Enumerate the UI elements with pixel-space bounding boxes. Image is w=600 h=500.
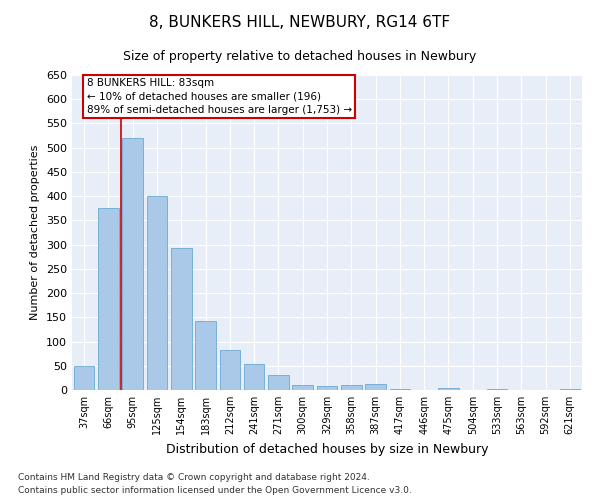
Bar (98, 208, 119, 390)
Bar (317, 386, 337, 390)
Bar (560, 388, 580, 390)
Bar (122, 138, 143, 390)
Text: 8, BUNKERS HILL, NEWBURY, RG14 6TF: 8, BUNKERS HILL, NEWBURY, RG14 6TF (149, 15, 451, 30)
Bar (389, 389, 410, 390)
Bar (268, 376, 289, 390)
Text: Contains HM Land Registry data © Crown copyright and database right 2024.: Contains HM Land Registry data © Crown c… (18, 474, 370, 482)
Bar (220, 350, 240, 390)
Bar (292, 385, 313, 390)
Bar (146, 196, 167, 390)
Text: 8 BUNKERS HILL: 83sqm
← 10% of detached houses are smaller (196)
89% of semi-det: 8 BUNKERS HILL: 83sqm ← 10% of detached … (86, 78, 352, 115)
Bar (244, 364, 265, 390)
Bar (171, 248, 191, 390)
Bar (74, 366, 94, 390)
Text: Size of property relative to detached houses in Newbury: Size of property relative to detached ho… (124, 50, 476, 63)
Y-axis label: Number of detached properties: Number of detached properties (31, 145, 40, 320)
Bar (195, 320, 216, 390)
X-axis label: Distribution of detached houses by size in Newbury: Distribution of detached houses by size … (166, 442, 488, 456)
Bar (487, 388, 508, 390)
Text: Contains public sector information licensed under the Open Government Licence v3: Contains public sector information licen… (18, 486, 412, 495)
Bar (438, 388, 459, 390)
Bar (365, 384, 386, 390)
Bar (341, 384, 362, 390)
